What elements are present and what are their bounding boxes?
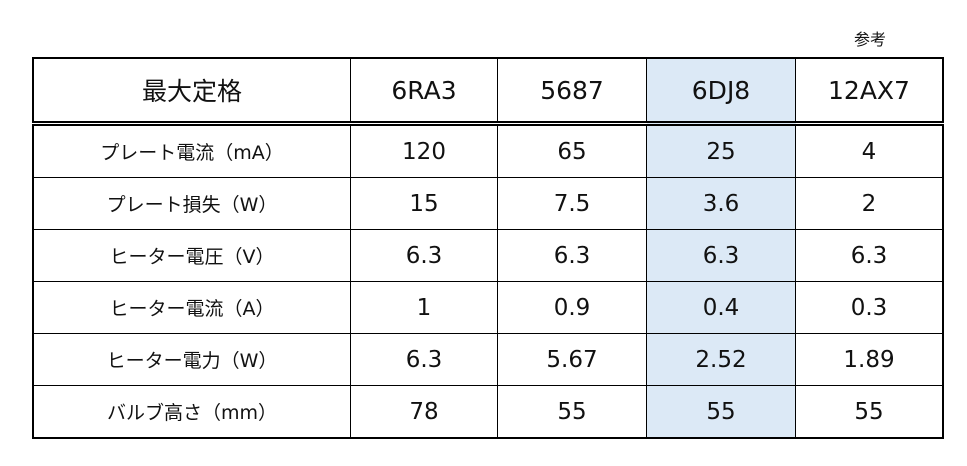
- cell: 5.67: [497, 333, 647, 386]
- cell: 55: [795, 385, 944, 439]
- cell: 1.89: [795, 333, 944, 386]
- table-row: ヒーター電流（A） 1 0.9 0.4 0.3: [32, 281, 944, 334]
- row-label: ヒーター電流（A）: [32, 281, 351, 334]
- row-label: ヒーター電圧（V）: [32, 229, 351, 282]
- header-cell: 6RA3: [350, 57, 498, 126]
- cell: 2: [795, 177, 944, 230]
- cell: 6.3: [350, 229, 498, 282]
- spec-table: 最大定格 6RA3 5687 6DJ8 12AX7 プレート電流（mA） 120 65 25 4…: [32, 57, 944, 439]
- cell: 3.6: [646, 177, 796, 230]
- cell: 55: [646, 385, 796, 439]
- cell: 6.3: [646, 229, 796, 282]
- table-row: プレート損失（W） 15 7.5 3.6 2: [32, 177, 944, 230]
- cell: 1: [350, 281, 498, 334]
- table-row: プレート電流（mA） 120 65 25 4: [32, 123, 944, 178]
- cell: 2.52: [646, 333, 796, 386]
- cell: 25: [646, 123, 796, 178]
- cell: 7.5: [497, 177, 647, 230]
- cell: 15: [350, 177, 498, 230]
- table-body: プレート電流（mA） 120 65 25 4 プレート損失（W） 15 7.5 3.6 2 ヒーター…: [32, 123, 944, 439]
- row-label: バルブ高さ（mm）: [32, 385, 351, 439]
- cell: 0.4: [646, 281, 796, 334]
- cell: 6.3: [497, 229, 647, 282]
- cell: 55: [497, 385, 647, 439]
- table-row: ヒーター電力（W） 6.3 5.67 2.52 1.89: [32, 333, 944, 386]
- header-cell: 5687: [497, 57, 647, 126]
- table-row: ヒーター電圧（V） 6.3 6.3 6.3 6.3: [32, 229, 944, 282]
- cell: 65: [497, 123, 647, 178]
- header-cell: 12AX7: [795, 57, 944, 126]
- cell: 6.3: [350, 333, 498, 386]
- header-cell: 最大定格: [32, 57, 351, 126]
- cell: 120: [350, 123, 498, 178]
- cell: 0.3: [795, 281, 944, 334]
- cell: 4: [795, 123, 944, 178]
- row-label: プレート電流（mA）: [32, 123, 351, 178]
- table-row: バルブ高さ（mm） 78 55 55 55: [32, 385, 944, 439]
- header-row: 最大定格 6RA3 5687 6DJ8 12AX7: [32, 57, 944, 126]
- cell: 0.9: [497, 281, 647, 334]
- cell: 6.3: [795, 229, 944, 282]
- cell: 78: [350, 385, 498, 439]
- row-label: ヒーター電力（W）: [32, 333, 351, 386]
- note: 参考: [853, 30, 886, 49]
- header-cell: 6DJ8: [646, 57, 796, 126]
- row-label: プレート損失（W）: [32, 177, 351, 230]
